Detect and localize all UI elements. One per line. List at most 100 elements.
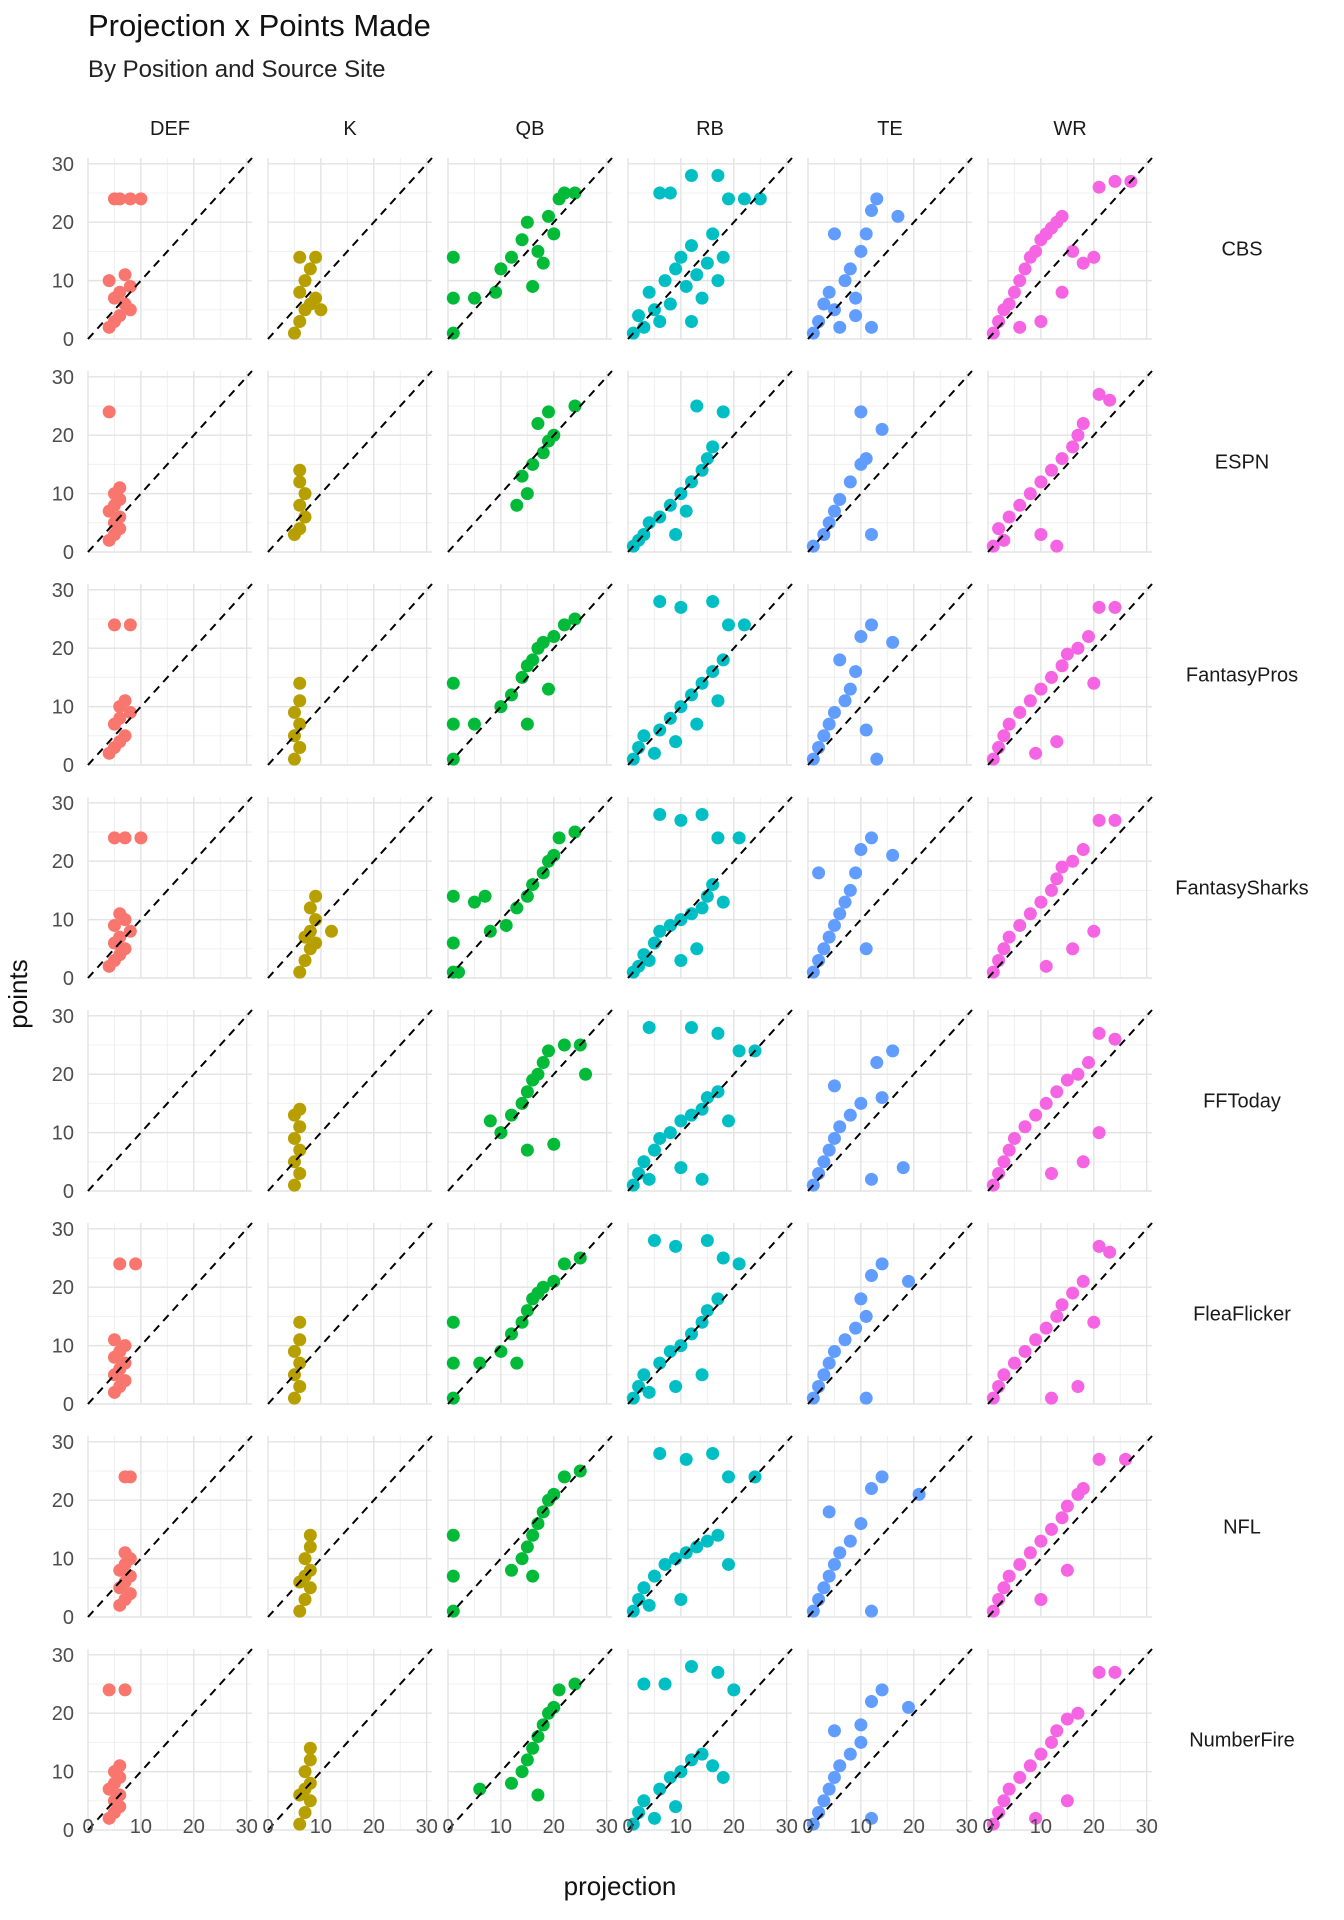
data-point bbox=[716, 405, 730, 419]
data-point bbox=[1034, 314, 1048, 328]
data-point bbox=[859, 1391, 873, 1405]
data-point bbox=[515, 233, 529, 247]
data-point bbox=[653, 924, 667, 938]
reference-line bbox=[987, 1009, 1153, 1192]
data-point bbox=[1076, 417, 1090, 431]
data-point bbox=[875, 1257, 889, 1271]
data-point bbox=[1002, 717, 1016, 731]
x-tick-label: 0 bbox=[82, 1816, 93, 1838]
data-point bbox=[1029, 1333, 1043, 1347]
data-point bbox=[113, 930, 127, 944]
data-point bbox=[1066, 440, 1080, 454]
data-point bbox=[854, 1292, 868, 1306]
data-point bbox=[653, 808, 667, 822]
data-point bbox=[1071, 1067, 1085, 1081]
data-point bbox=[1007, 1131, 1021, 1145]
data-point bbox=[722, 1470, 736, 1484]
data-point bbox=[1082, 1056, 1096, 1070]
data-point bbox=[632, 309, 646, 323]
data-point bbox=[1108, 600, 1122, 614]
data-point bbox=[700, 1534, 714, 1548]
data-point bbox=[568, 612, 582, 626]
data-point bbox=[653, 595, 667, 609]
data-point bbox=[557, 1470, 571, 1484]
data-point bbox=[1044, 1522, 1058, 1536]
reference-line bbox=[87, 1009, 253, 1192]
data-point bbox=[822, 285, 836, 299]
data-point bbox=[446, 1528, 460, 1542]
data-point bbox=[822, 717, 836, 731]
data-point bbox=[298, 274, 312, 288]
data-point bbox=[520, 1304, 534, 1318]
data-point bbox=[446, 936, 460, 950]
strip-label-ESPN: ESPN bbox=[1215, 452, 1269, 474]
data-point bbox=[1034, 475, 1048, 489]
data-point bbox=[1050, 735, 1064, 749]
reference-line bbox=[87, 1435, 253, 1618]
data-point bbox=[870, 192, 884, 206]
data-point bbox=[1034, 527, 1048, 541]
data-point bbox=[679, 504, 693, 518]
panel-NumberFire-DEF bbox=[87, 1649, 252, 1831]
x-tick-label: 20 bbox=[1083, 1816, 1105, 1838]
data-point bbox=[526, 1528, 540, 1542]
data-point bbox=[706, 227, 720, 241]
reference-line bbox=[447, 583, 613, 766]
data-point bbox=[827, 1724, 841, 1738]
reference-line bbox=[987, 1222, 1153, 1405]
data-point bbox=[669, 527, 683, 541]
data-point bbox=[118, 1339, 132, 1353]
data-point bbox=[902, 1700, 916, 1714]
data-point bbox=[695, 1368, 709, 1382]
data-point bbox=[732, 1257, 746, 1271]
data-point bbox=[637, 1155, 651, 1169]
data-point bbox=[849, 665, 863, 679]
data-point bbox=[298, 487, 312, 501]
panel-FantasySharks-QB bbox=[447, 797, 612, 979]
panel-CBS-RB bbox=[627, 158, 792, 340]
data-point bbox=[113, 907, 127, 921]
data-point bbox=[1055, 209, 1069, 223]
data-point bbox=[1055, 1298, 1069, 1312]
data-point bbox=[293, 498, 307, 512]
strip-label-WR: WR bbox=[1053, 118, 1086, 140]
data-point bbox=[843, 1747, 857, 1761]
data-point bbox=[1002, 510, 1016, 524]
data-point bbox=[293, 1356, 307, 1370]
data-point bbox=[827, 1770, 841, 1784]
data-point bbox=[478, 889, 492, 903]
reference-line bbox=[87, 583, 253, 766]
data-point bbox=[854, 1517, 868, 1531]
data-point bbox=[854, 630, 868, 644]
data-point bbox=[293, 1315, 307, 1329]
data-point bbox=[118, 831, 132, 845]
data-point bbox=[1060, 1794, 1074, 1808]
data-point bbox=[123, 705, 137, 719]
panel-FantasySharks-K bbox=[267, 797, 432, 979]
data-point bbox=[827, 705, 841, 719]
data-point bbox=[446, 717, 460, 731]
data-point bbox=[1029, 746, 1043, 760]
data-point bbox=[870, 1056, 884, 1070]
data-point bbox=[293, 522, 307, 536]
data-point bbox=[536, 256, 550, 270]
y-tick-label: 10 bbox=[52, 1762, 74, 1784]
data-point bbox=[287, 1391, 301, 1405]
chart-title: Projection x Points Made bbox=[88, 8, 431, 43]
data-point bbox=[1034, 682, 1048, 696]
data-point bbox=[504, 1563, 518, 1577]
data-point bbox=[700, 256, 714, 270]
data-point bbox=[674, 1161, 688, 1175]
panel-FantasyPros-DEF bbox=[87, 584, 252, 766]
data-point bbox=[536, 446, 550, 460]
data-point bbox=[653, 186, 667, 200]
reference-line bbox=[87, 1648, 253, 1831]
data-point bbox=[817, 1794, 831, 1808]
data-point bbox=[1060, 1499, 1074, 1513]
x-tick-label: 0 bbox=[622, 1816, 633, 1838]
data-point bbox=[118, 1546, 132, 1560]
data-point bbox=[542, 209, 556, 223]
reference-line bbox=[627, 1648, 793, 1831]
chart-subtitle: By Position and Source Site bbox=[88, 56, 386, 83]
data-point bbox=[1087, 1315, 1101, 1329]
